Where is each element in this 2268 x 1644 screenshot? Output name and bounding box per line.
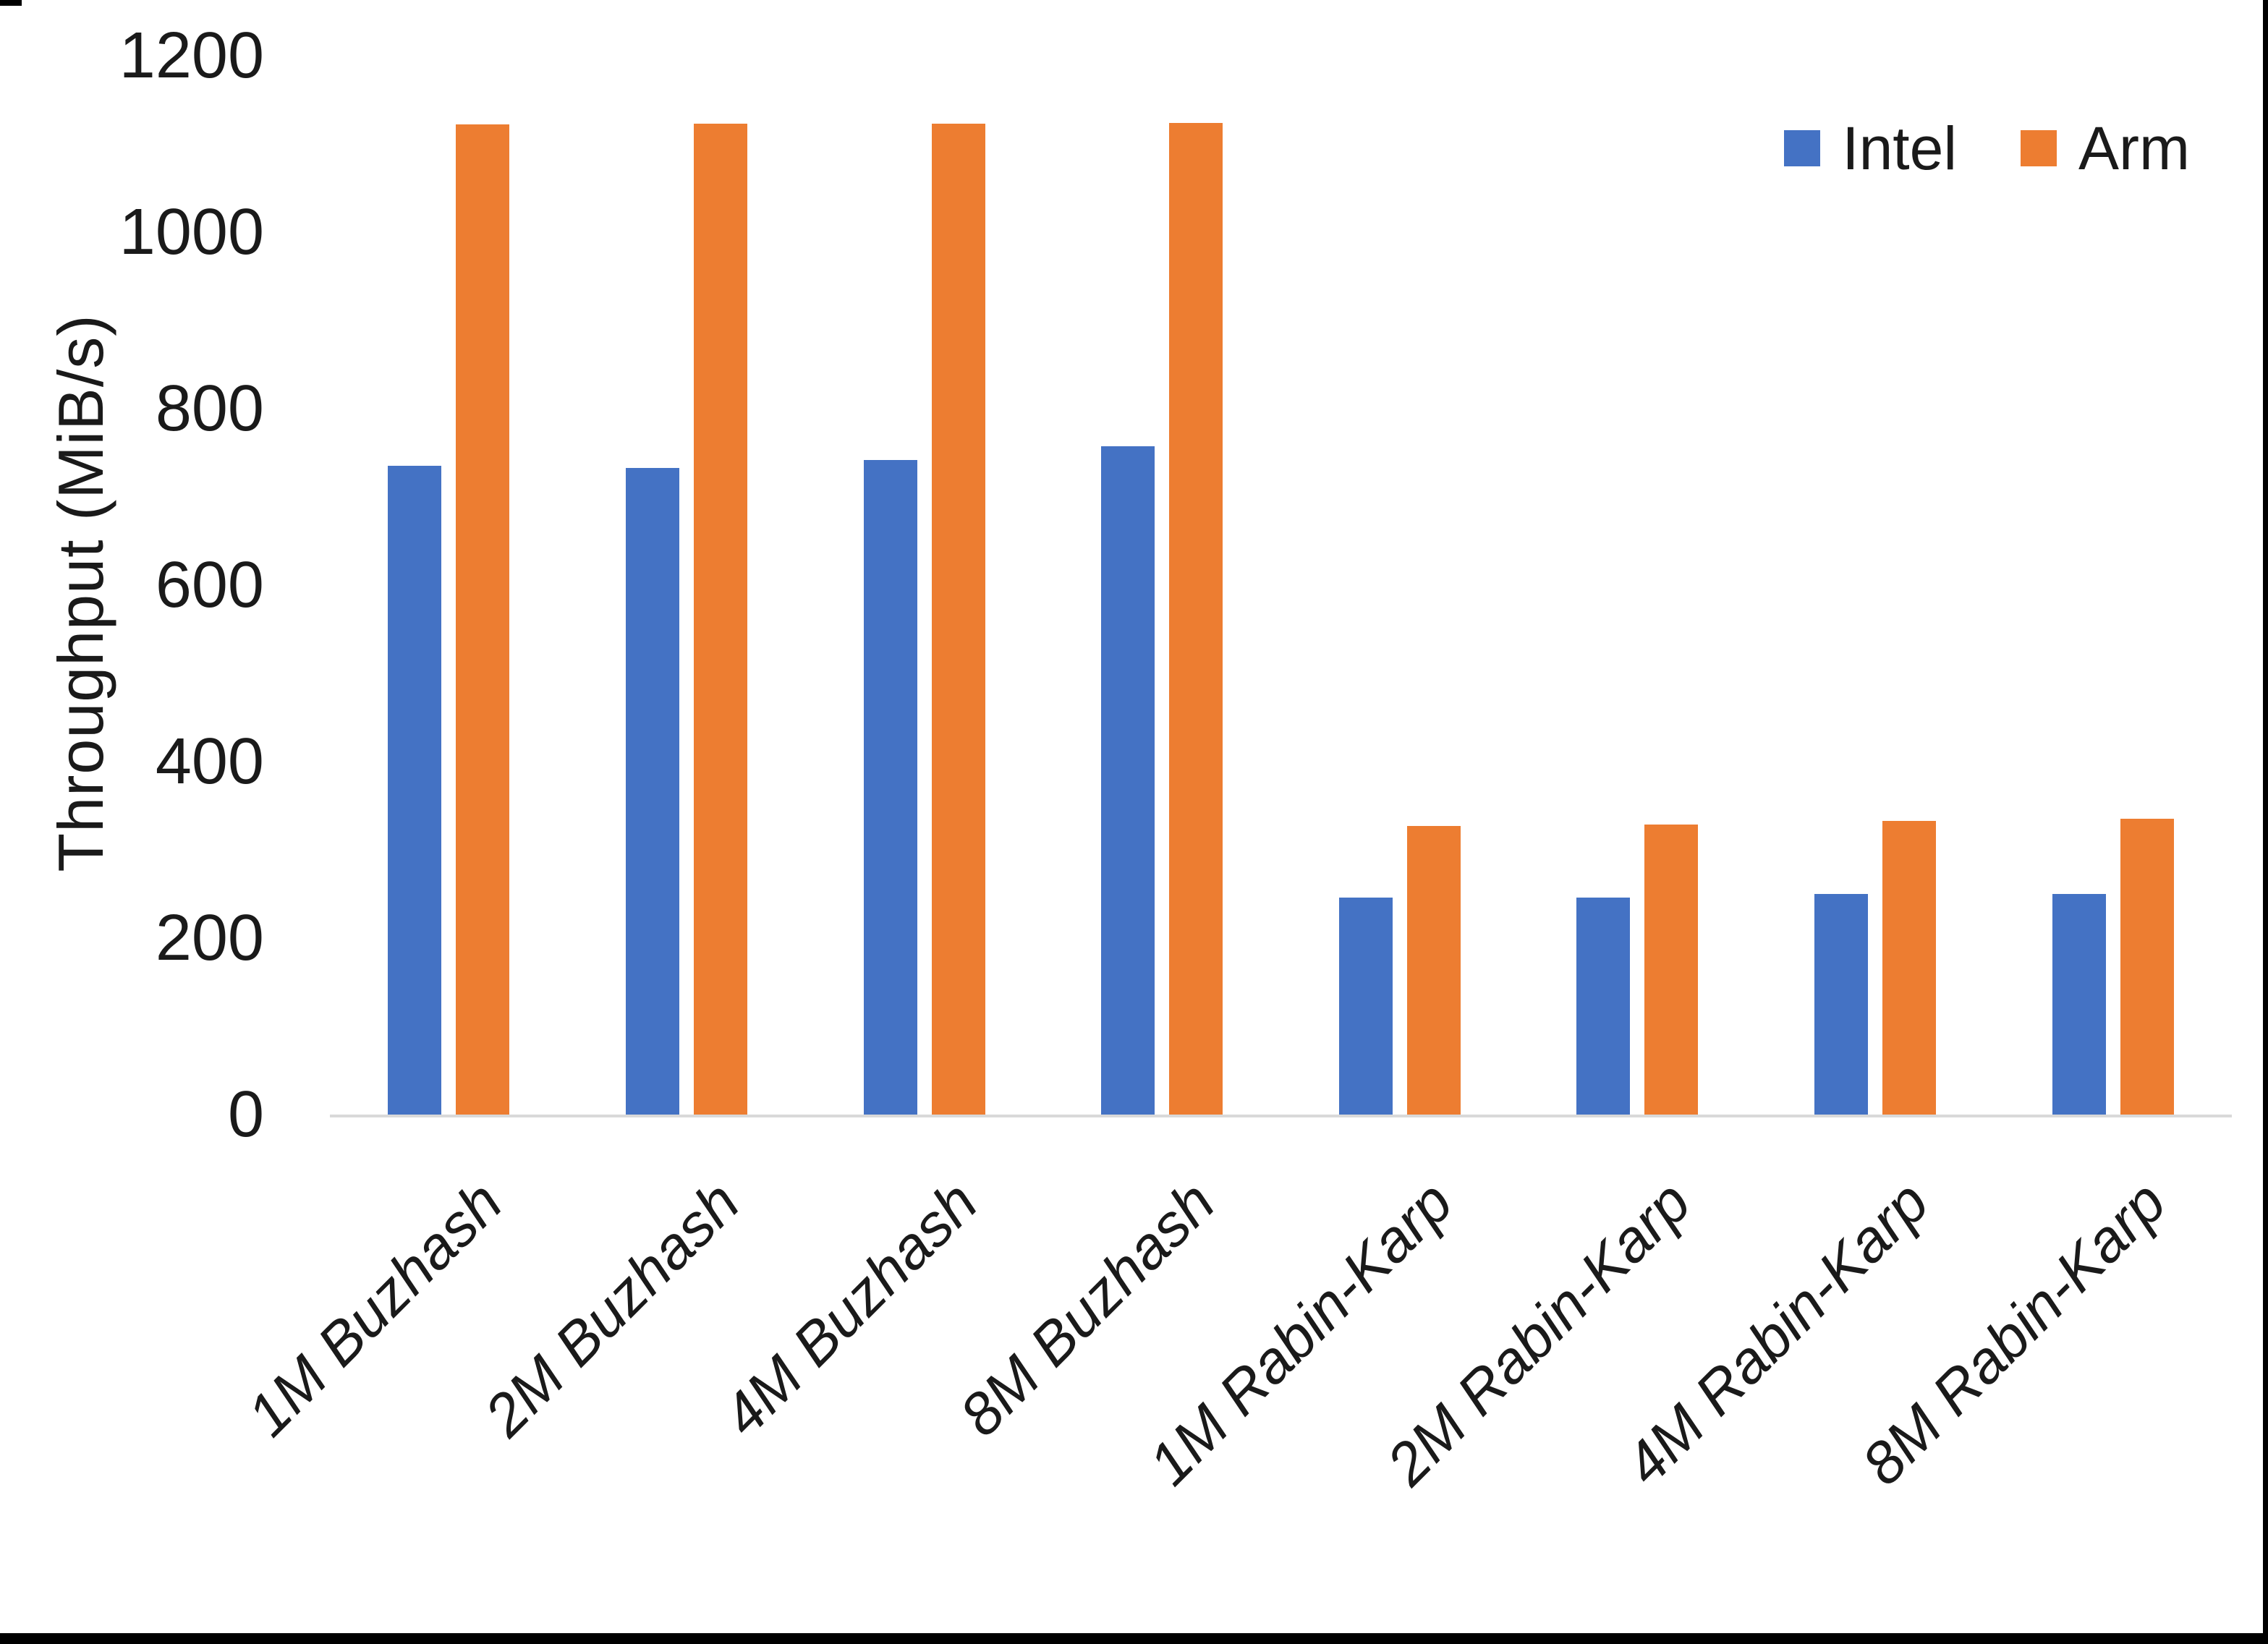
y-tick-label-800: 800 <box>155 372 264 445</box>
x-axis-line <box>330 1115 2232 1117</box>
screenshot-frame-topleft <box>0 0 22 6</box>
y-tick-label-200: 200 <box>155 902 264 974</box>
arm-series-swatch <box>2021 130 2057 166</box>
bar-arm-2m-buzhash <box>693 123 747 1115</box>
legend-label-arm: Arm <box>2078 114 2190 182</box>
x-category-label-4m-buzhash: 4M Buzhash <box>710 1169 990 1449</box>
bar-intel-2m-rabin-karp <box>1576 897 1631 1115</box>
y-tick-label-400: 400 <box>155 725 264 798</box>
y-tick-label-1000: 1000 <box>119 196 264 268</box>
bar-arm-2m-rabin-karp <box>1644 824 1699 1115</box>
legend-label-intel: Intel <box>1842 114 1958 182</box>
bar-arm-1m-rabin-karp <box>1406 826 1461 1115</box>
intel-series-swatch <box>1784 130 1821 166</box>
bar-arm-4m-rabin-karp <box>1882 820 1937 1115</box>
screenshot-frame-bottom <box>0 1633 2268 1644</box>
bar-intel-8m-buzhash <box>1101 446 1155 1115</box>
bar-arm-4m-buzhash <box>931 123 985 1115</box>
x-category-label-2m-buzhash: 2M Buzhash <box>472 1169 752 1449</box>
bar-intel-2m-buzhash <box>625 467 679 1115</box>
bar-intel-8m-rabin-karp <box>2052 894 2106 1115</box>
y-tick-label-0: 0 <box>227 1078 264 1151</box>
bar-intel-1m-rabin-karp <box>1338 897 1393 1115</box>
bar-arm-8m-buzhash <box>1169 122 1223 1115</box>
legend: Intel Arm <box>1784 113 2190 184</box>
bar-arm-8m-rabin-karp <box>2120 819 2174 1115</box>
bar-arm-1m-buzhash <box>456 124 510 1115</box>
y-tick-label-600: 600 <box>155 549 264 621</box>
y-tick-label-1200: 1200 <box>119 20 264 92</box>
bar-intel-4m-rabin-karp <box>1814 894 1869 1115</box>
legend-item-arm: Arm <box>2021 113 2190 184</box>
legend-item-intel: Intel <box>1784 113 1957 184</box>
bar-intel-4m-buzhash <box>863 459 917 1115</box>
x-category-label-1m-buzhash: 1M Buzhash <box>234 1169 515 1449</box>
screenshot-frame-right <box>2263 0 2268 1644</box>
bar-intel-1m-buzhash <box>388 466 442 1115</box>
